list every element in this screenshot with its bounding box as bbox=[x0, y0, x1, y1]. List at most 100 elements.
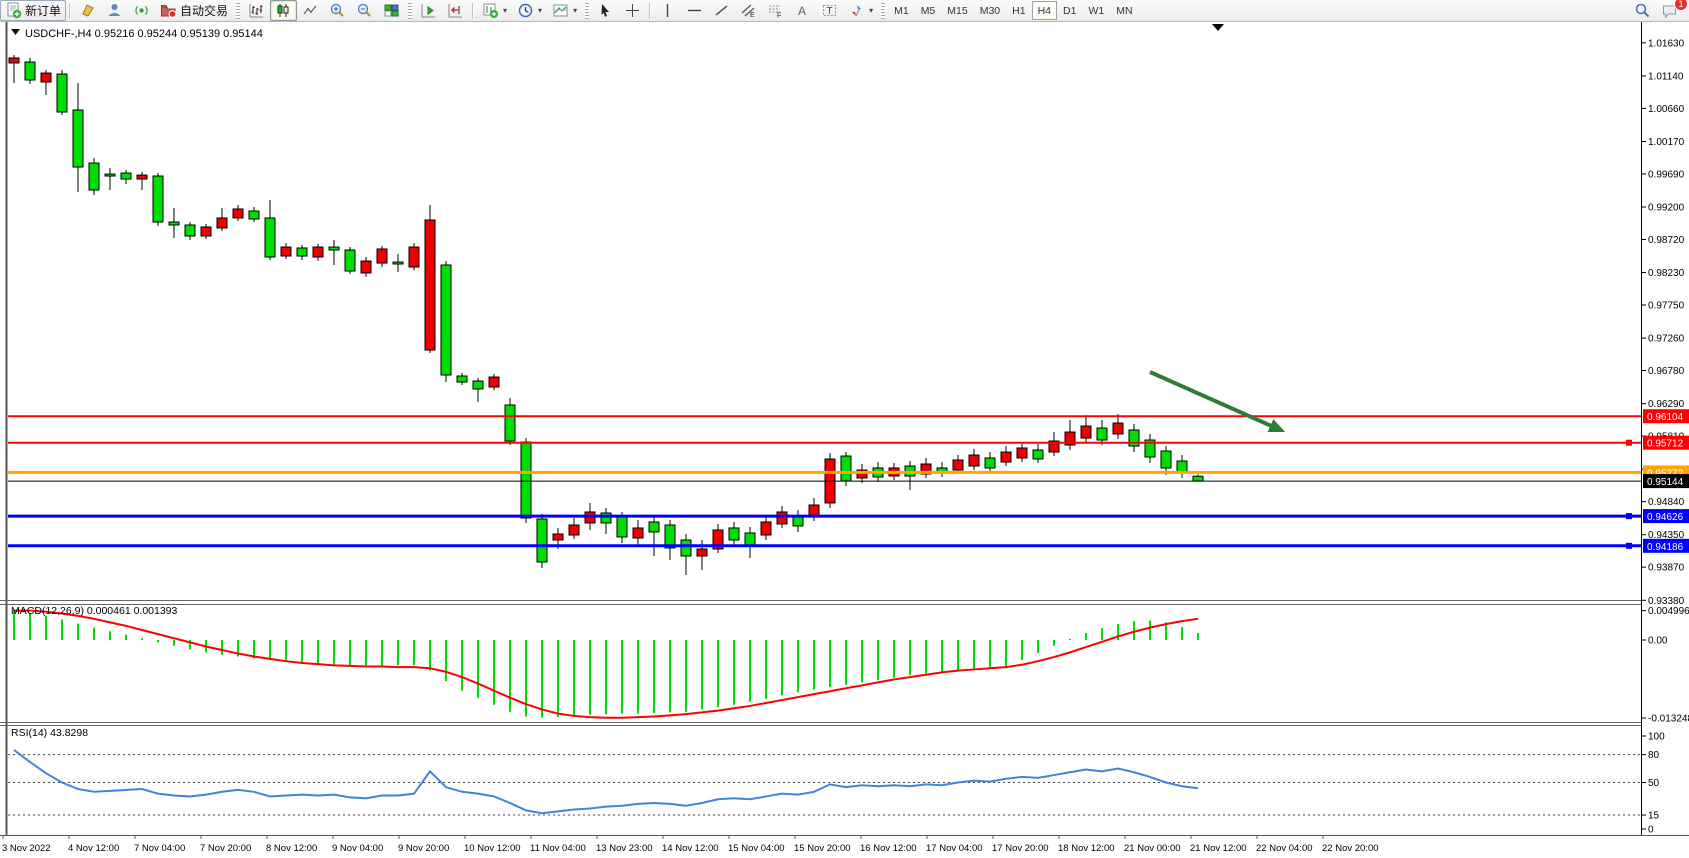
search-button[interactable] bbox=[1629, 0, 1656, 21]
auto-scroll-button[interactable] bbox=[415, 0, 442, 21]
auto-trading-button[interactable]: 自动交易 bbox=[155, 0, 233, 21]
candle-body bbox=[136, 174, 148, 180]
candle-body bbox=[296, 247, 308, 257]
candle-body bbox=[952, 459, 964, 471]
time-tick-label: 21 Nov 12:00 bbox=[1190, 843, 1247, 854]
line-chart-button[interactable] bbox=[297, 0, 324, 21]
rsi-tick-label: 100 bbox=[1648, 732, 1665, 743]
candle-body bbox=[1192, 475, 1204, 482]
time-tick-label: 21 Nov 00:00 bbox=[1124, 843, 1181, 854]
time-tick-label: 11 Nov 04:00 bbox=[530, 843, 586, 854]
macd-pane: MACD(12,26,9) 0.000461 0.001393 0.004996 0… bbox=[11, 605, 1689, 724]
toolbar-grip bbox=[585, 2, 590, 19]
hline-handle[interactable] bbox=[1626, 542, 1632, 549]
svg-text:A: A bbox=[798, 4, 806, 18]
hline-handle[interactable] bbox=[1626, 513, 1632, 520]
hline-handle[interactable] bbox=[1626, 439, 1632, 446]
hline-price-label: 0.95712 bbox=[1647, 439, 1684, 450]
arrow-object-line[interactable] bbox=[1149, 370, 1277, 430]
chart-background bbox=[0, 21, 1689, 857]
hline-price-badge bbox=[1643, 409, 1689, 424]
text-button[interactable]: A bbox=[789, 0, 816, 21]
price-tick-label: 1.00170 bbox=[1648, 137, 1685, 148]
crosshair-button[interactable] bbox=[619, 0, 646, 21]
signals-button[interactable] bbox=[128, 0, 155, 21]
timeframe-m15-button[interactable]: M15 bbox=[947, 4, 968, 17]
toolbar-grip bbox=[408, 2, 413, 19]
period-button[interactable]: ▾ bbox=[512, 0, 547, 21]
timeframe-toolbar: M1 M5 M15 M30 H1 H4 D1 W1 MN bbox=[888, 1, 1138, 20]
community-button[interactable] bbox=[101, 0, 128, 21]
new-order-button[interactable]: 新订单 bbox=[0, 0, 67, 21]
hline-price-badge bbox=[1643, 509, 1689, 524]
main-toolbar: 新订单 自动交易 bbox=[0, 0, 1689, 22]
template-icon bbox=[552, 2, 569, 19]
timeframe-w1-button[interactable]: W1 bbox=[1088, 4, 1105, 17]
candle-body bbox=[24, 61, 36, 81]
candle-body bbox=[440, 264, 452, 376]
svg-text:E: E bbox=[750, 12, 755, 19]
chevron-down-icon: ▾ bbox=[503, 6, 508, 15]
candle-body bbox=[1080, 425, 1092, 439]
channel-button[interactable]: E bbox=[735, 0, 762, 21]
hline-price-label: 0.95272 bbox=[1647, 468, 1684, 479]
new-chart-button[interactable]: ▾ bbox=[477, 0, 512, 21]
candle-body bbox=[232, 208, 244, 219]
candle-body bbox=[1096, 427, 1108, 441]
bar-chart-button[interactable] bbox=[243, 0, 270, 21]
horizontal-line-button[interactable] bbox=[681, 0, 708, 21]
timeframe-m30-button[interactable]: M30 bbox=[979, 4, 1001, 17]
quotes-button[interactable] bbox=[74, 0, 101, 21]
candle-body bbox=[488, 376, 500, 388]
zoom-in-button[interactable] bbox=[324, 0, 351, 21]
chart-shift-marker[interactable] bbox=[1212, 24, 1224, 31]
candle-body bbox=[72, 109, 84, 168]
price-tick-label: 0.94840 bbox=[1648, 497, 1685, 508]
time-tick-label: 17 Nov 04:00 bbox=[926, 843, 983, 854]
timeframe-h4-button[interactable]: H4 bbox=[1031, 1, 1058, 20]
new-order-label: 新订单 bbox=[25, 4, 62, 18]
candle-body bbox=[1064, 431, 1076, 446]
chart-shift-button[interactable] bbox=[442, 0, 469, 21]
cursor-button[interactable] bbox=[592, 0, 619, 21]
vertical-line-button[interactable] bbox=[654, 0, 681, 21]
chevron-down-icon: ▾ bbox=[573, 6, 578, 15]
tile-windows-button[interactable] bbox=[378, 0, 405, 21]
hline-price-badge bbox=[1643, 538, 1689, 553]
candle-body bbox=[1112, 422, 1124, 435]
templates-button[interactable]: ▾ bbox=[547, 0, 582, 21]
symbol-dropdown-icon[interactable] bbox=[11, 29, 20, 35]
timeframe-h1-button[interactable]: H1 bbox=[1012, 4, 1026, 17]
trendline-button[interactable] bbox=[708, 0, 735, 21]
timeframe-m1-button[interactable]: M1 bbox=[894, 4, 909, 17]
search-icon bbox=[1634, 2, 1651, 19]
macd-tick-label: 0.00 bbox=[1648, 636, 1668, 647]
candlestick-chart-icon bbox=[275, 2, 292, 19]
timeframe-mn-button[interactable]: MN bbox=[1116, 4, 1133, 17]
price-tick-label: 0.98230 bbox=[1648, 268, 1685, 279]
separator bbox=[472, 2, 475, 19]
candle-body bbox=[120, 172, 132, 180]
candle-body bbox=[504, 404, 516, 442]
chat-button[interactable]: 1 bbox=[1656, 0, 1688, 21]
price-tick-label: 0.93380 bbox=[1648, 596, 1685, 607]
zoom-out-button[interactable] bbox=[351, 0, 378, 21]
fibonacci-button[interactable]: F bbox=[762, 0, 789, 21]
chart-window: 1.01630 1.01140 1.00660 1.00170 0.99690 0.992… bbox=[0, 21, 1689, 858]
price-tick-label: 0.97750 bbox=[1648, 301, 1685, 312]
candle-body bbox=[616, 516, 628, 538]
svg-text:F: F bbox=[777, 13, 781, 20]
auto-scroll-icon bbox=[420, 2, 437, 19]
timeframe-d1-button[interactable]: D1 bbox=[1063, 4, 1077, 17]
candle-body bbox=[520, 441, 532, 519]
chevron-down-icon: ▾ bbox=[538, 6, 543, 15]
label-button[interactable]: T bbox=[816, 0, 843, 21]
time-tick-label: 14 Nov 12:00 bbox=[662, 843, 719, 854]
arrows-button[interactable]: ▾ bbox=[843, 0, 878, 21]
candle-body bbox=[552, 533, 564, 541]
candle-body bbox=[184, 224, 196, 237]
timeframe-m5-button[interactable]: M5 bbox=[920, 4, 936, 17]
candlestick-chart-button[interactable] bbox=[270, 0, 298, 21]
arrow-object-head[interactable] bbox=[1267, 419, 1286, 433]
candle-body bbox=[456, 375, 468, 383]
